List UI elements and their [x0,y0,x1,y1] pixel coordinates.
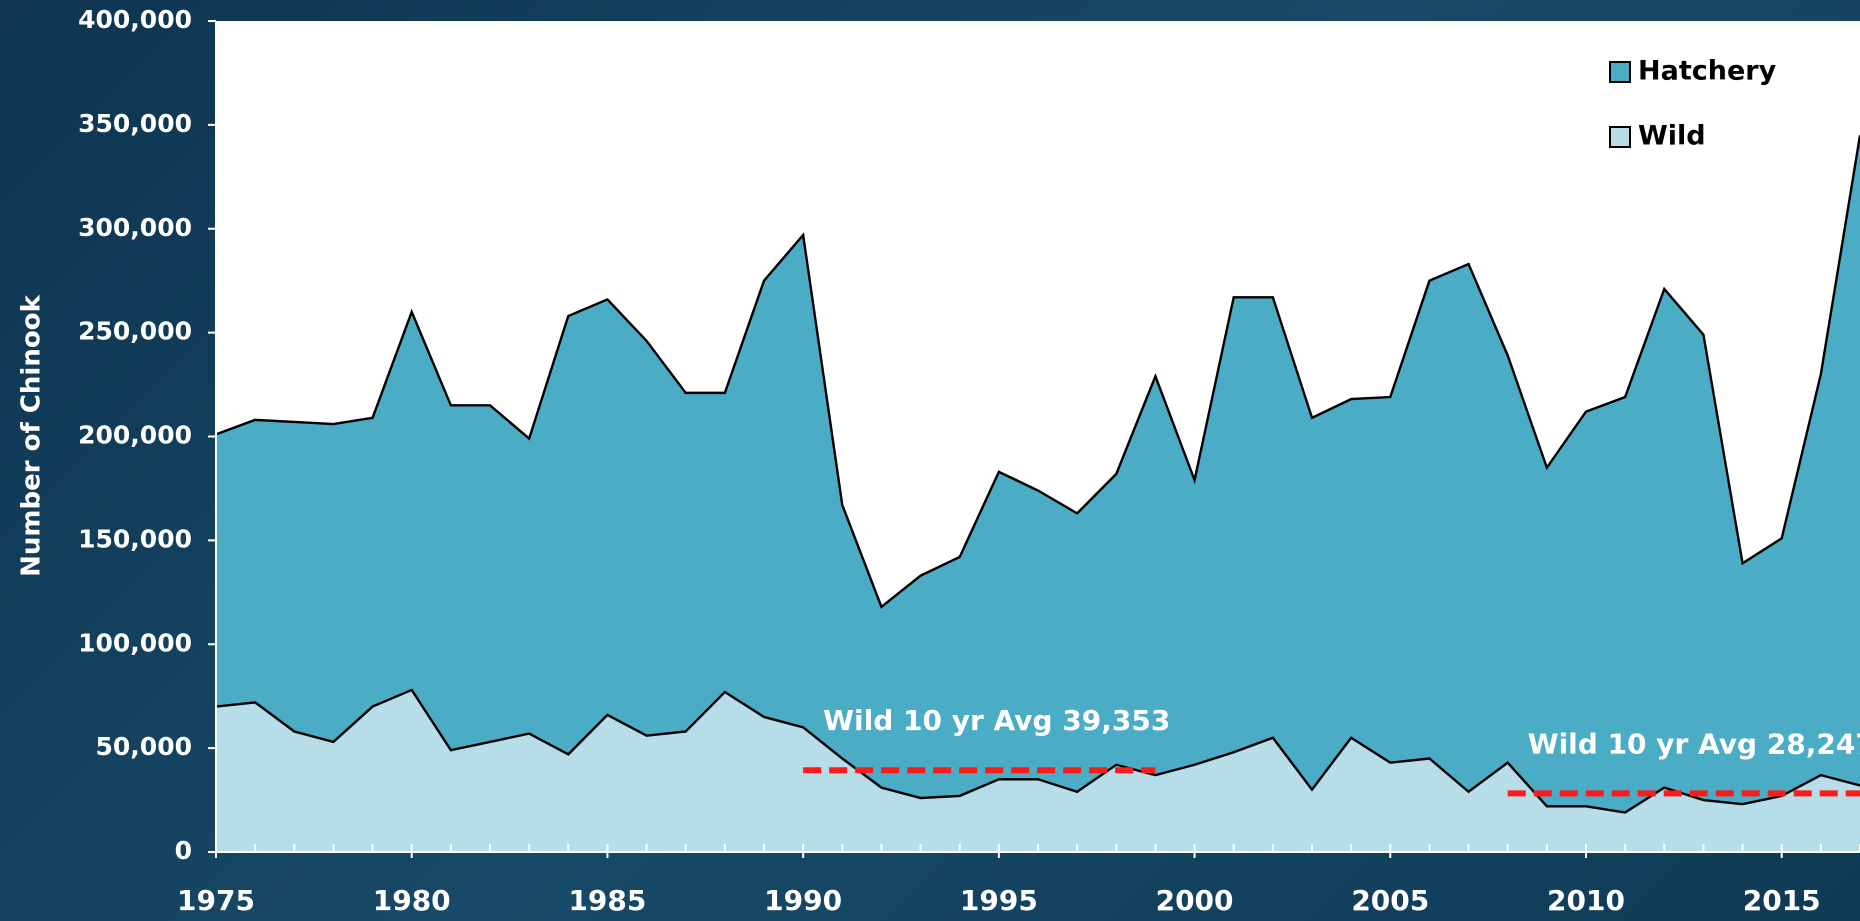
y-tick-label: 100,000 [78,628,192,657]
areas [215,135,1860,852]
y-tick-label: 200,000 [78,421,192,450]
area-wild [216,689,1860,852]
x-tick-label: 1975 [177,884,255,917]
legend-label: Hatchery [1638,56,1777,87]
x-tick-label: 2010 [1547,884,1625,917]
x-tick-label: 1985 [568,884,646,917]
x-tick-label: 1995 [960,884,1038,917]
y-tick-label: 150,000 [78,524,192,553]
legend-swatch [1609,126,1631,148]
area-outline [215,688,1860,814]
x-tick-label: 2015 [1743,884,1821,917]
legend-label: Wild [1638,121,1706,152]
x-tick-label: 1990 [764,884,842,917]
y-tick-label: 400,000 [78,5,192,34]
y-tick-label: 250,000 [78,317,192,346]
area-outline [215,135,1860,609]
y-tick-label: 0 [175,836,192,865]
legend-swatch [1609,61,1631,83]
area-hatchery [216,135,1860,813]
y-tick-label: 350,000 [78,109,192,138]
x-tick-label: 1980 [373,884,451,917]
y-axis-label: Number of Chinook [17,294,47,576]
avg-label: Wild 10 yr Avg 39,353 [823,704,1170,737]
x-tick-label: 2005 [1351,884,1429,917]
y-tick-label: 300,000 [78,213,192,242]
x-tick-label: 2000 [1156,884,1234,917]
y-tick-label: 50,000 [96,732,192,761]
avg-label: Wild 10 yr Avg 28,247 [1528,727,1860,760]
